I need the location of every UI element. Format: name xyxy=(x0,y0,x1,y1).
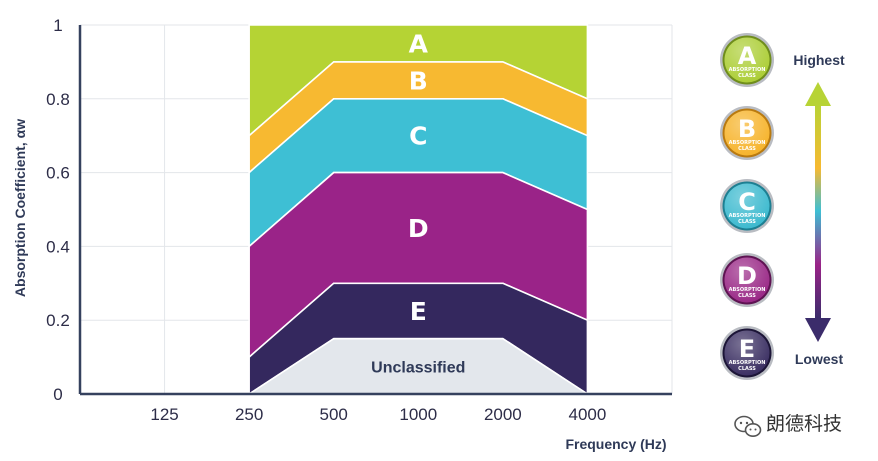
band-labels: ABC D E Unclassified xyxy=(371,29,465,376)
band-label-c: C xyxy=(409,122,427,151)
badge-subtitle: ABSORPTION xyxy=(729,360,766,366)
band-label-e: E xyxy=(410,297,427,326)
scale-arrow-down-icon xyxy=(805,318,831,342)
absorption-bands xyxy=(246,24,591,396)
y-tick-label: 0.2 xyxy=(46,311,70,330)
badge-subtitle: ABSORPTION xyxy=(729,140,766,146)
x-tick-label: 2000 xyxy=(484,405,522,424)
x-tick-labels: 125 250 500 1000 2000 4000 xyxy=(150,405,606,424)
y-tick-label: 0.4 xyxy=(46,237,70,256)
badge-subtitle-class: CLASS xyxy=(738,293,756,299)
badge-subtitle: ABSORPTION xyxy=(729,213,766,219)
absorption-class-legend: AABSORPTIONCLASSBABSORPTIONCLASSCABSORPT… xyxy=(720,33,774,380)
y-tick-label: 0.6 xyxy=(46,164,70,183)
watermark-text: 朗德科技 xyxy=(766,413,842,435)
badge-subtitle: ABSORPTION xyxy=(729,287,766,293)
scale-bar xyxy=(815,104,821,318)
badge-subtitle-class: CLASS xyxy=(738,219,756,225)
y-tick-label: 0.8 xyxy=(46,90,70,109)
x-tick-label: 1000 xyxy=(399,405,437,424)
y-axis-title: Absorption Coefficient, αw xyxy=(12,119,28,297)
axes xyxy=(78,25,672,396)
badge-letter: A xyxy=(738,42,757,70)
badge-letter: B xyxy=(738,115,756,143)
class-scale: Highest Lowest xyxy=(793,52,845,367)
x-tick-label: 500 xyxy=(320,405,348,424)
y-tick-labels: 0 0.2 0.4 0.6 0.8 1 xyxy=(46,16,70,404)
scale-arrow-up-icon xyxy=(805,82,831,106)
band-label-d: D xyxy=(408,214,429,243)
watermark: 朗德科技 xyxy=(734,413,842,437)
x-axis-title: Frequency (Hz) xyxy=(565,436,666,452)
y-tick-label: 0 xyxy=(53,385,62,404)
x-tick-label: 125 xyxy=(150,405,178,424)
y-tick-label: 1 xyxy=(53,16,62,35)
badge-subtitle: ABSORPTION xyxy=(729,67,766,73)
badge-letter: D xyxy=(737,262,757,290)
band-label-a: A xyxy=(409,29,429,58)
band-label-unclassified: Unclassified xyxy=(371,359,465,376)
badge-letter: E xyxy=(739,335,755,363)
wechat-icon xyxy=(734,415,762,437)
badge-letter: C xyxy=(738,188,756,216)
badge-subtitle-class: CLASS xyxy=(738,366,756,372)
badge-subtitle-class: CLASS xyxy=(738,73,756,79)
badge-subtitle-class: CLASS xyxy=(738,146,756,152)
x-tick-label: 250 xyxy=(235,405,263,424)
scale-lowest-label: Lowest xyxy=(795,351,844,367)
band-label-b: B xyxy=(409,66,428,95)
scale-highest-label: Highest xyxy=(793,52,845,68)
x-tick-label: 4000 xyxy=(569,405,607,424)
